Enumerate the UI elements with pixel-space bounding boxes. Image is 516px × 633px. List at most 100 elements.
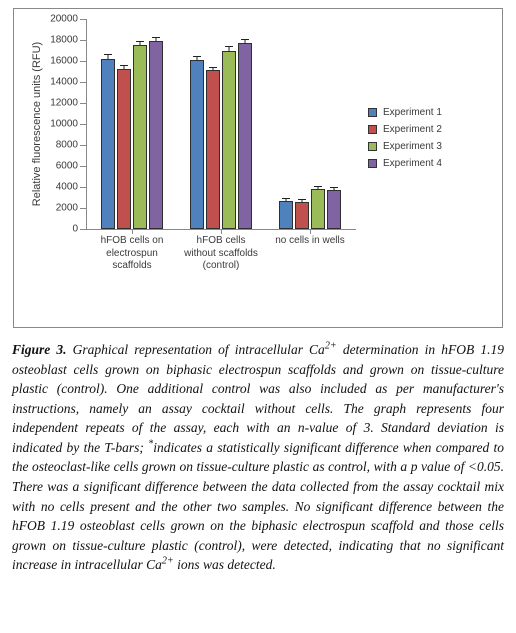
bar-wrap (117, 69, 131, 229)
y-tick-label: 10000 (50, 119, 78, 130)
chart-box: Relative fluorescence units (RFU) 020004… (13, 8, 503, 328)
legend-row: Experiment 2 (368, 124, 442, 135)
legend-swatch (368, 159, 377, 168)
bar-group (101, 41, 163, 229)
y-tick-label: 6000 (56, 161, 78, 172)
legend: Experiment 1 Experiment 2 Experiment 3 Expe… (368, 101, 442, 175)
x-axis-label: hFOB cells without scaffolds (control) (180, 235, 262, 273)
error-bar (334, 188, 335, 190)
y-axis-title: Relative fluorescence units (RFU) (28, 19, 46, 229)
y-tick (80, 82, 86, 83)
error-bar (302, 200, 303, 201)
error-bar (318, 187, 319, 189)
x-tick (132, 229, 133, 234)
error-bar-cap (314, 186, 322, 187)
error-bar (229, 47, 230, 51)
figure-label: Figure 3. (12, 342, 67, 357)
plot-area: 0200040006000800010000120001400016000180… (86, 19, 356, 230)
bar-wrap (190, 60, 204, 229)
y-tick-label: 16000 (50, 56, 78, 67)
error-bar (213, 68, 214, 71)
y-tick (80, 103, 86, 104)
x-axis-label: hFOB cells on electrospun scaffolds (91, 235, 173, 273)
bar-wrap (327, 190, 341, 229)
error-bar-cap (241, 39, 249, 40)
error-bar (286, 199, 287, 201)
y-tick-label: 4000 (56, 182, 78, 193)
bar-wrap (295, 202, 309, 229)
bar-wrap (149, 41, 163, 229)
error-bar (140, 42, 141, 46)
y-tick-label: 2000 (56, 203, 78, 214)
error-bar-cap (120, 65, 128, 66)
legend-swatch (368, 125, 377, 134)
x-axis-label: no cells in wells (269, 235, 351, 248)
bar-wrap (101, 59, 115, 229)
bar-wrap (311, 189, 325, 229)
x-tick (221, 229, 222, 234)
figure-caption-body: Graphical representation of intracellula… (12, 342, 504, 572)
error-bar (156, 38, 157, 41)
error-bar-cap (136, 41, 144, 42)
y-tick-label: 20000 (50, 14, 78, 25)
bar (222, 51, 236, 230)
legend-swatch (368, 108, 377, 117)
bar (149, 41, 163, 229)
error-bar-cap (282, 198, 290, 199)
y-tick (80, 19, 86, 20)
y-axis-title-text: Relative fluorescence units (RFU) (31, 42, 43, 206)
legend-swatch (368, 142, 377, 151)
legend-label: Experiment 1 (383, 107, 442, 118)
bar (133, 45, 147, 229)
y-tick (80, 166, 86, 167)
error-bar-cap (225, 46, 233, 47)
bar-group (190, 43, 252, 229)
bar (190, 60, 204, 229)
legend-row: Experiment 1 (368, 107, 442, 118)
error-bar (245, 40, 246, 43)
bar-wrap (206, 70, 220, 229)
bar (117, 69, 131, 229)
bar (101, 59, 115, 229)
figure-page: Relative fluorescence units (RFU) 020004… (0, 0, 516, 600)
x-tick (310, 229, 311, 234)
y-tick (80, 229, 86, 230)
error-bar-cap (209, 67, 217, 68)
y-tick-label: 8000 (56, 140, 78, 151)
bar-group (279, 189, 341, 229)
bar (238, 43, 252, 229)
bar (206, 70, 220, 229)
y-tick (80, 61, 86, 62)
legend-label: Experiment 4 (383, 158, 442, 169)
figure-caption: Figure 3. Graphical representation of in… (12, 340, 504, 575)
error-bar-cap (330, 187, 338, 188)
y-tick-label: 0 (72, 224, 78, 235)
legend-row: Experiment 4 (368, 158, 442, 169)
chart-container: Relative fluorescence units (RFU) 020004… (12, 8, 504, 328)
bar-wrap (222, 51, 236, 230)
error-bar (108, 55, 109, 59)
error-bar-cap (152, 37, 160, 38)
legend-label: Experiment 2 (383, 124, 442, 135)
y-tick (80, 124, 86, 125)
bar (279, 201, 293, 229)
bar-wrap (133, 45, 147, 229)
bar (327, 190, 341, 229)
y-tick (80, 187, 86, 188)
legend-row: Experiment 3 (368, 141, 442, 152)
y-tick-label: 18000 (50, 35, 78, 46)
y-tick (80, 208, 86, 209)
error-bar (124, 66, 125, 69)
y-tick-label: 14000 (50, 77, 78, 88)
error-bar-cap (298, 199, 306, 200)
bar (311, 189, 325, 229)
error-bar-cap (104, 54, 112, 55)
bar-wrap (279, 201, 293, 229)
error-bar-cap (193, 56, 201, 57)
y-tick-label: 12000 (50, 98, 78, 109)
error-bar (197, 57, 198, 60)
bar (295, 202, 309, 229)
y-tick (80, 145, 86, 146)
y-tick (80, 40, 86, 41)
y-axis-line (86, 19, 87, 229)
